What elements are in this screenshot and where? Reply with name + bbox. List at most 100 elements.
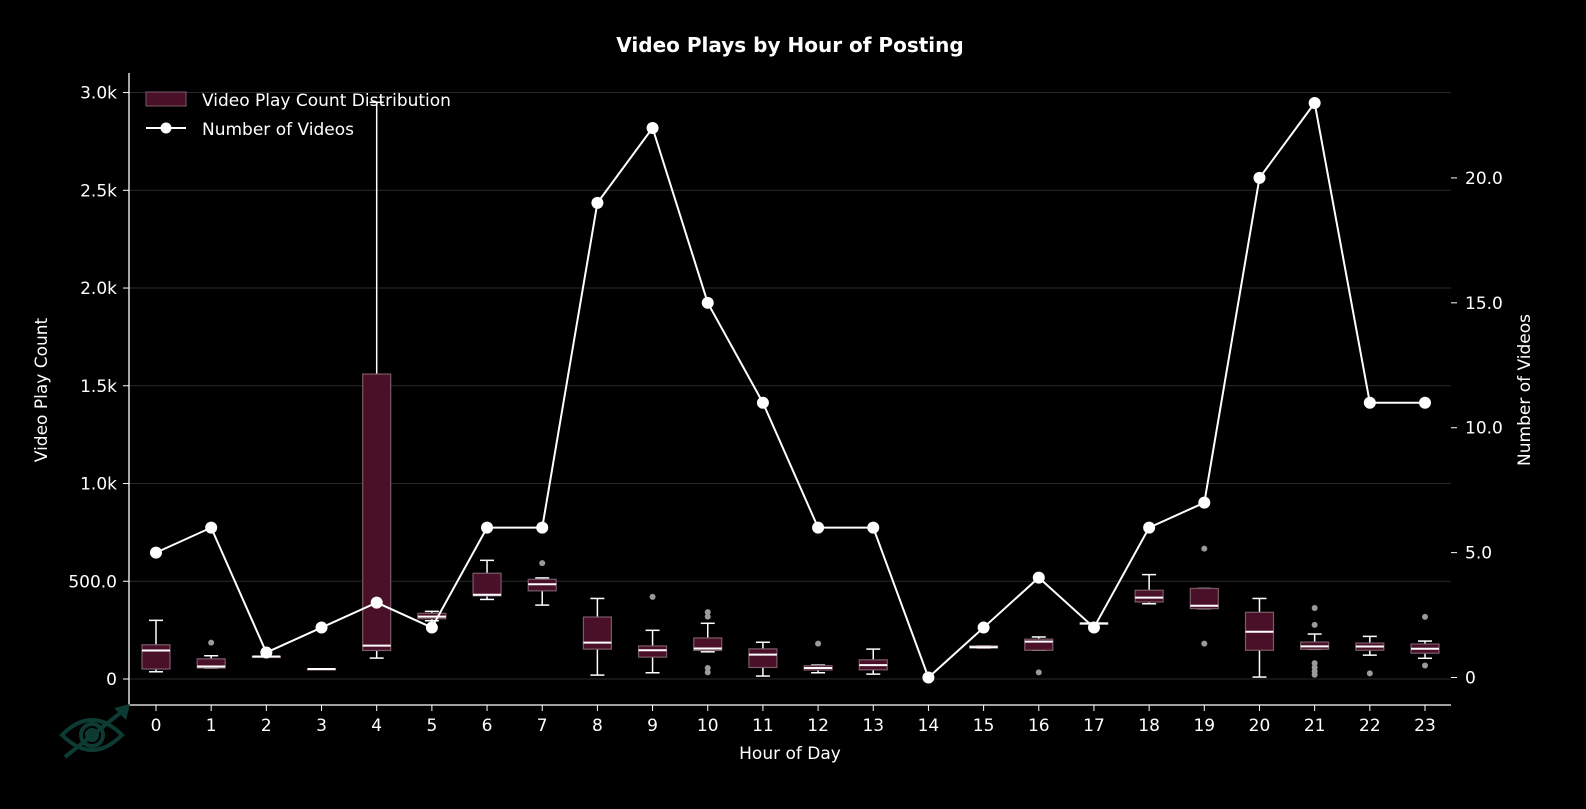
x-tick-label: 15 xyxy=(973,716,995,736)
y2-tick-label: 5.0 xyxy=(1465,544,1492,564)
legend-line-label: Number of Videos xyxy=(202,120,354,140)
box-hour-6 xyxy=(472,572,502,597)
y2-tick-label: 0 xyxy=(1465,669,1476,689)
box-hour-4 xyxy=(362,373,392,652)
x-tick-label: 10 xyxy=(697,716,719,736)
x-tick-label: 22 xyxy=(1359,716,1381,736)
videos-point-hour-23 xyxy=(1419,396,1431,409)
x-tick-label: 21 xyxy=(1304,716,1326,736)
videos-point-hour-9 xyxy=(646,121,659,134)
box-hour-11 xyxy=(748,648,778,669)
outlier-point xyxy=(704,665,711,672)
outlier-point xyxy=(649,593,656,600)
outlier-point xyxy=(704,609,711,616)
grid xyxy=(129,92,1451,680)
x-tick-label: 7 xyxy=(537,716,548,736)
legend: Video Play Count Distribution Number of … xyxy=(145,91,451,140)
x-tick-label: 1 xyxy=(206,716,217,736)
videos-point-hour-3 xyxy=(315,621,328,634)
videos-point-hour-6 xyxy=(481,521,494,534)
y2-tick-label: 10.0 xyxy=(1465,419,1503,439)
y-tick-label: 2.0k xyxy=(80,279,117,299)
videos-point-hour-4 xyxy=(370,596,383,609)
videos-point-hour-1 xyxy=(205,521,218,534)
x-tick-label: 11 xyxy=(752,716,774,736)
videos-point-hour-17 xyxy=(1087,621,1100,634)
legend-line-marker xyxy=(160,122,172,134)
x-tick-label: 5 xyxy=(426,716,437,736)
videos-line xyxy=(150,96,1431,684)
videos-point-hour-13 xyxy=(867,521,880,534)
videos-point-hour-2 xyxy=(260,646,273,659)
outlier-point xyxy=(704,669,711,676)
x-tick-label: 4 xyxy=(371,716,382,736)
box-hour-16 xyxy=(1024,638,1054,651)
outlier-point xyxy=(1422,662,1428,669)
box-hour-19 xyxy=(1189,587,1219,610)
outlier-point xyxy=(1311,671,1318,678)
videos-point-hour-11 xyxy=(756,396,769,409)
y-ticks: 0 500.0 1.0k 1.5k 2.0k 2.5k 3.0k xyxy=(68,84,129,690)
y-tick-label: 0 xyxy=(106,670,117,690)
videos-line-path xyxy=(155,100,1425,680)
outlier-point xyxy=(208,639,215,646)
outlier-point xyxy=(1311,660,1318,667)
outlier-point xyxy=(1311,621,1318,628)
x-tick-label: 0 xyxy=(151,716,162,736)
videos-point-hour-16 xyxy=(1032,571,1045,584)
x-tick-label: 18 xyxy=(1138,716,1160,736)
box-hour-8 xyxy=(582,616,612,650)
y-tick-label: 3.0k xyxy=(80,84,117,104)
box-hour-9 xyxy=(637,645,668,658)
legend-box-swatch xyxy=(145,91,187,107)
x-tick-label: 3 xyxy=(316,716,327,736)
box-hour-0 xyxy=(141,644,171,670)
box-hour-10 xyxy=(693,637,723,652)
box-hour-1 xyxy=(196,658,226,669)
x-tick-label: 17 xyxy=(1083,716,1105,736)
outlier-point xyxy=(1311,605,1318,612)
logo-eye-arrow-icon xyxy=(59,704,130,759)
videos-point-hour-5 xyxy=(425,621,438,634)
boxes xyxy=(141,101,1440,678)
y2-tick-label: 15.0 xyxy=(1465,294,1503,314)
x-ticks: 0 1 2 3 4 5 6 7 8 9 10 11 12 13 14 15 16 17 18 19 20 21 22 23 xyxy=(151,705,1436,736)
videos-point-hour-21 xyxy=(1308,96,1321,109)
y-axis-label: Video Play Count xyxy=(32,317,52,462)
videos-point-hour-12 xyxy=(812,521,825,534)
outlier-point xyxy=(1201,640,1208,647)
box-hour-18 xyxy=(1134,589,1164,603)
videos-point-hour-10 xyxy=(701,296,714,309)
x-tick-label: 2 xyxy=(261,716,272,736)
y-tick-label: 1.5k xyxy=(80,377,117,397)
x-tick-label: 20 xyxy=(1249,716,1271,736)
outlier-point xyxy=(1422,613,1428,620)
chart-title: Video Plays by Hour of Posting xyxy=(616,33,963,57)
videos-point-hour-14 xyxy=(922,671,935,684)
videos-point-hour-20 xyxy=(1253,171,1266,184)
outlier-point xyxy=(1035,669,1042,676)
outlier-point xyxy=(539,560,546,567)
y2-ticks: 0 5.0 10.0 15.0 20.0 xyxy=(1451,169,1503,689)
x-tick-label: 13 xyxy=(862,716,884,736)
legend-box-label: Video Play Count Distribution xyxy=(202,91,451,111)
x-tick-label: 8 xyxy=(592,716,603,736)
x-tick-label: 23 xyxy=(1414,716,1436,736)
x-tick-label: 6 xyxy=(482,716,493,736)
x-axis-label: Hour of Day xyxy=(739,744,841,764)
videos-point-hour-18 xyxy=(1143,521,1156,534)
outlier-point xyxy=(1201,545,1208,552)
videos-point-hour-7 xyxy=(536,521,549,534)
outlier-point xyxy=(815,640,822,647)
videos-point-hour-15 xyxy=(977,621,990,634)
y2-tick-label: 20.0 xyxy=(1465,169,1503,189)
x-tick-label: 9 xyxy=(647,716,658,736)
y-tick-label: 500.0 xyxy=(68,572,117,592)
x-tick-label: 16 xyxy=(1028,716,1050,736)
outlier-point xyxy=(1366,670,1373,677)
videos-point-hour-19 xyxy=(1198,496,1211,509)
y-tick-label: 1.0k xyxy=(80,475,117,495)
outlier-point xyxy=(704,613,711,620)
x-tick-label: 12 xyxy=(807,716,829,736)
